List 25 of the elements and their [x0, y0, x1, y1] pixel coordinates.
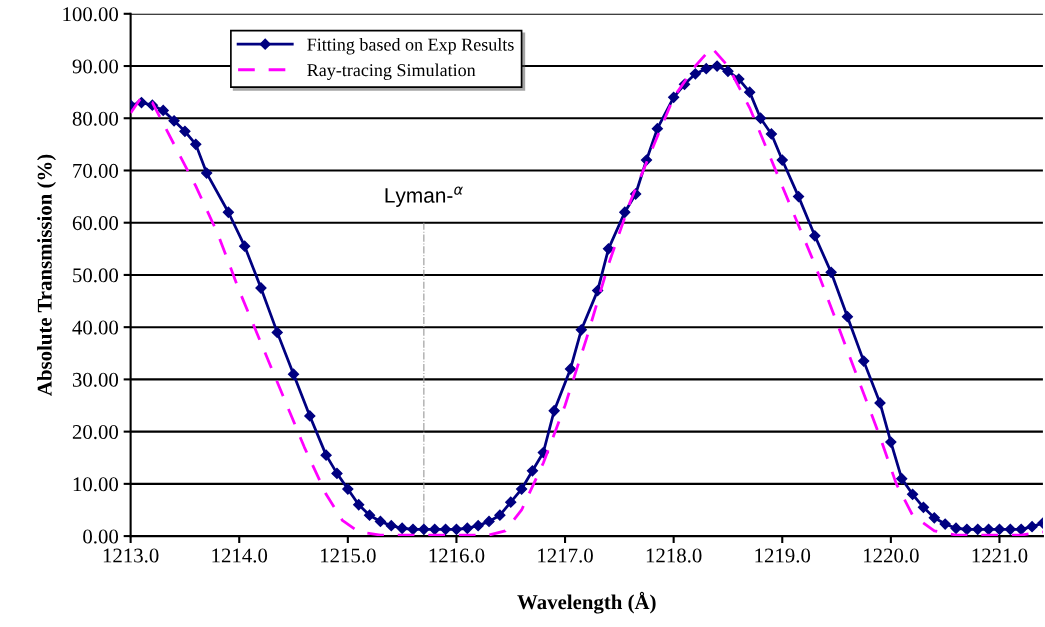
- y-tick-label: 70.00: [73, 163, 119, 179]
- x-tick-label: 1221.0: [972, 548, 1028, 563]
- x-tick-label: 1220.0: [864, 548, 919, 563]
- x-tick-label: 1217.0: [538, 548, 593, 563]
- y-tick-label: 0.00: [83, 529, 119, 544]
- x-tick-label: 1214.0: [212, 548, 268, 563]
- x-tick-label: 1213.0: [103, 548, 159, 563]
- ref-line-label: Lyman-$^{α}$: [385, 186, 463, 207]
- y-tick-label: 50.00: [73, 268, 119, 283]
- y-tick-label: 100.00: [63, 7, 119, 22]
- y-tick-label: 40.00: [72, 320, 119, 335]
- x-tick-label: 1219.0: [755, 548, 811, 563]
- y-tick-label: 60.00: [72, 216, 119, 231]
- y-tick-label: 10.00: [73, 477, 119, 492]
- y-tick-label: 90.00: [72, 59, 119, 74]
- x-tick-label: 1215.0: [321, 548, 376, 563]
- x-tick-label: 1218.0: [646, 548, 702, 563]
- legend-label: Fitting based on Exp Results: [307, 37, 514, 55]
- y-tick-label: 80.00: [72, 111, 119, 126]
- y-axis-title: Absolute Transmission (%): [37, 154, 56, 396]
- y-tick-label: 30.00: [72, 372, 119, 387]
- x-tick-label: 1216.0: [429, 548, 485, 563]
- y-tick-label: 20.00: [72, 425, 119, 440]
- x-axis-title: Wavelength (Å): [517, 591, 656, 614]
- legend-label: Ray-tracing Simulation: [307, 63, 476, 80]
